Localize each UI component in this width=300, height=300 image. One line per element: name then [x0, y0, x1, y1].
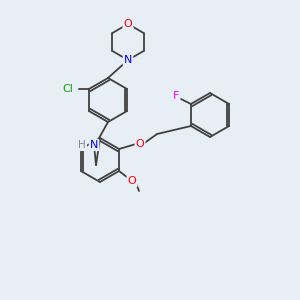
Text: Cl: Cl [62, 84, 73, 94]
Text: F: F [173, 91, 179, 101]
Text: N: N [90, 140, 98, 150]
Text: O: O [124, 19, 132, 29]
Text: H: H [78, 140, 86, 150]
Text: O: O [128, 176, 136, 186]
Text: O: O [136, 139, 144, 149]
Text: N: N [124, 55, 132, 65]
